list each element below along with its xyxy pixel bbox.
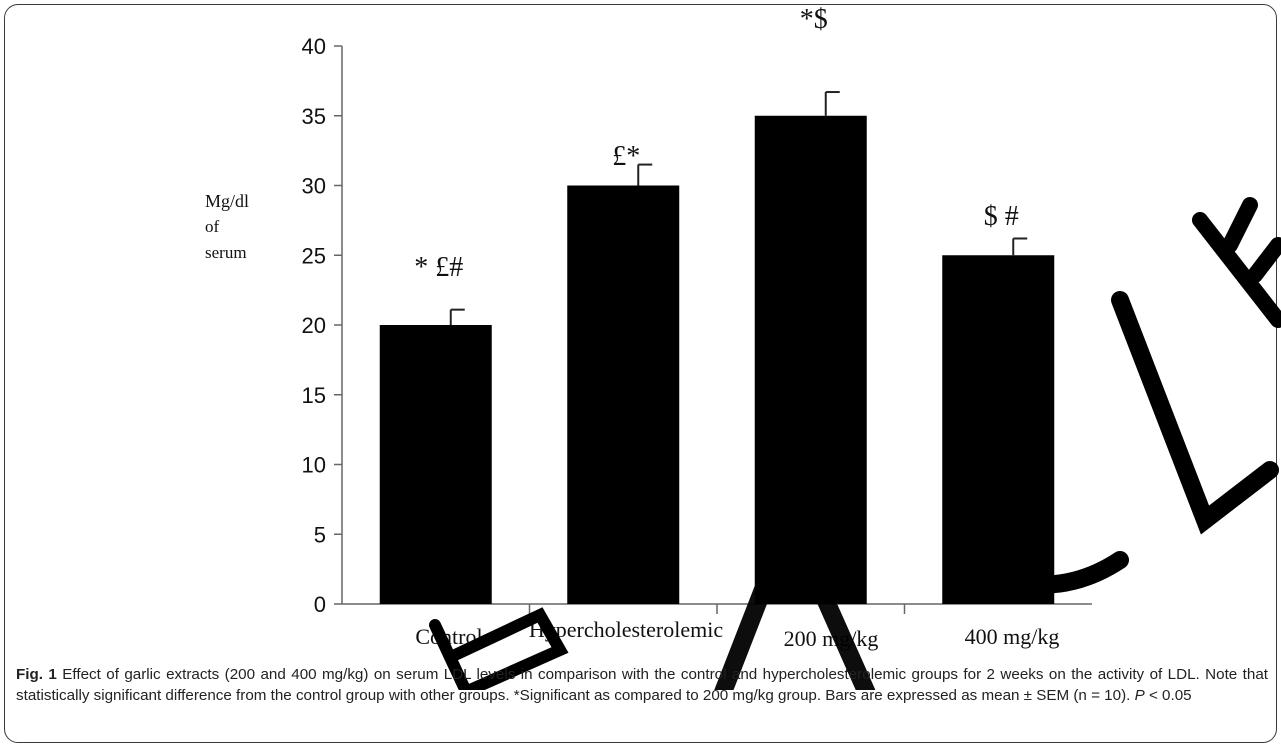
y-tick-label: 15 [302,383,326,408]
x-tick-label: 400 mg/kg [965,624,1060,649]
bar [754,115,867,604]
y-tick-label: 25 [302,243,326,268]
watermark-letter-e [1192,197,1281,328]
y-tick-label: 30 [302,174,326,199]
y-axis-label-line: of [205,217,220,236]
bar [379,325,492,604]
caption-fig-label: Fig. 1 [16,666,57,683]
watermark-letter-c [944,432,1129,594]
watermark-letter-l [1111,291,1279,535]
x-tick-label: Hypercholesterolemic [529,617,723,642]
significance-label: £* [612,141,640,172]
caption-text: Effect of garlic extracts (200 and 400 m… [16,666,1268,704]
chart-axes: 0 5 10 15 20 25 30 35 40 [302,34,1092,617]
y-axis-label-line: Mg/dl [205,191,249,211]
y-tick-label: 0 [314,592,326,617]
caption-p-symbol: P [1134,687,1145,704]
caption-p-value: < 0.05 [1144,687,1192,704]
significance-label: *$ [800,4,828,35]
significance-label: * £# [414,252,463,283]
watermark-letter-r [429,607,569,690]
y-axis-label-line: serum [205,243,247,262]
bar [942,255,1055,604]
y-tick-label: 20 [302,313,326,338]
y-tick-label: 5 [314,522,326,547]
bars-group: * £# £* *$ $ # [379,4,1055,604]
bar-chart: 0 5 10 15 20 25 30 35 40 Mg/dl of serum * £# £* *$ $ … [205,4,1281,690]
y-tick-label: 35 [302,104,326,129]
y-axis-label: Mg/dl of serum [205,191,249,262]
figure-caption: Fig. 1 Effect of garlic extracts (200 an… [16,664,1268,706]
bar [567,185,680,604]
retracted-watermark [429,197,1281,690]
watermark-letter-a [714,496,876,690]
figure-frame [4,4,1277,743]
y-tick-label: 10 [302,453,326,478]
y-tick-label: 40 [302,34,326,59]
significance-label: $ # [984,201,1019,232]
